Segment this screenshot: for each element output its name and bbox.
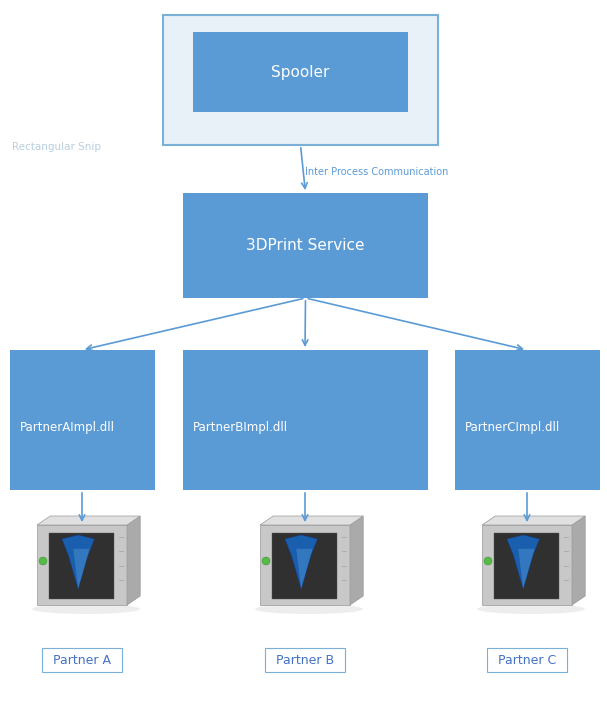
Polygon shape [285,535,317,588]
Ellipse shape [32,604,140,614]
Bar [163,15,438,145]
Text: PartnerCImpl.dll: PartnerCImpl.dll [465,420,560,434]
Bar [193,32,408,112]
Text: Partner A: Partner A [53,654,111,666]
Polygon shape [518,549,535,588]
Polygon shape [572,516,585,605]
Bar [265,648,345,672]
Bar [37,525,127,605]
Bar [183,193,428,298]
Text: 3DPrint Service: 3DPrint Service [246,238,365,253]
Bar [260,525,350,605]
Polygon shape [62,535,94,588]
Polygon shape [127,516,140,605]
Polygon shape [482,516,585,525]
Bar [482,525,572,605]
Polygon shape [507,535,540,588]
Text: Spooler: Spooler [271,65,330,79]
Bar [49,533,114,598]
Text: Inter Process Communication: Inter Process Communication [305,167,449,177]
Circle shape [484,557,492,565]
Polygon shape [260,516,363,525]
Polygon shape [296,549,313,588]
Bar [455,350,600,490]
Bar [183,350,428,490]
Bar [494,533,559,598]
Ellipse shape [477,604,585,614]
Circle shape [39,557,47,565]
Text: Partner C: Partner C [498,654,556,666]
Text: PartnerBImpl.dll: PartnerBImpl.dll [193,420,288,434]
Polygon shape [73,549,89,588]
Text: PartnerAImpl.dll: PartnerAImpl.dll [20,420,115,434]
Bar [487,648,567,672]
Bar [10,350,155,490]
Text: Rectangular Snip: Rectangular Snip [12,142,101,152]
Polygon shape [37,516,140,525]
Bar [272,533,337,598]
Text: Partner B: Partner B [276,654,334,666]
Circle shape [262,557,270,565]
Polygon shape [350,516,363,605]
Bar [42,648,122,672]
Ellipse shape [255,604,363,614]
